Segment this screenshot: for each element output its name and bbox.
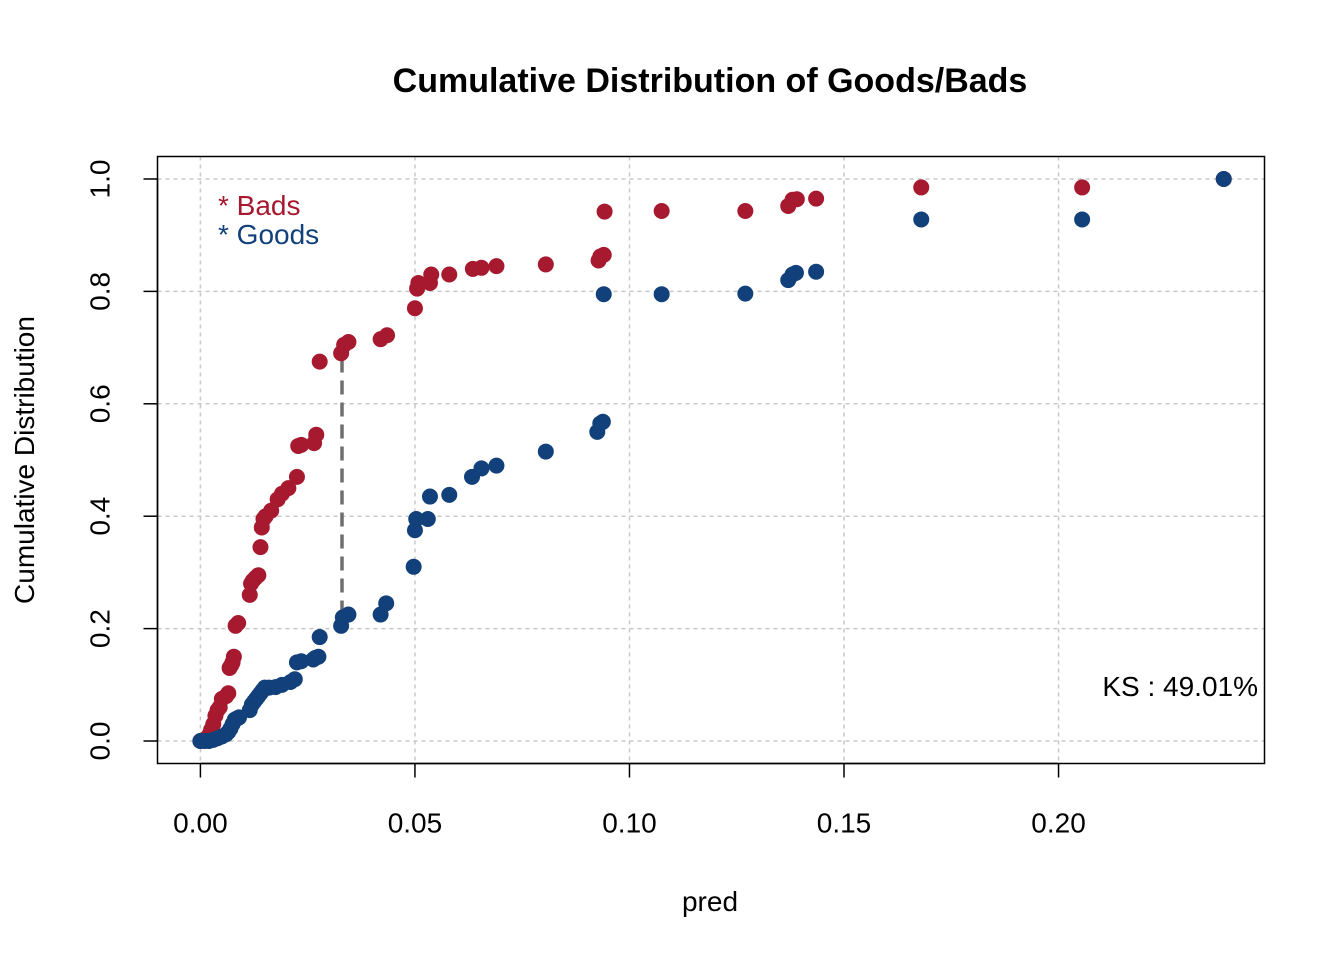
point-bads <box>913 179 930 196</box>
x-tick-label: 0.20 <box>1031 808 1086 839</box>
y-tick-label: 1.0 <box>85 160 116 199</box>
point-goods <box>340 606 357 623</box>
chart-title: Cumulative Distribution of Goods/Bads <box>393 62 1028 100</box>
point-bads <box>220 685 237 702</box>
point-bads <box>537 256 554 273</box>
x-tick-label: 0.05 <box>388 808 443 839</box>
point-bads <box>1074 179 1091 196</box>
plot-frame <box>156 155 1266 765</box>
point-bads <box>595 246 612 263</box>
point-bads <box>308 426 325 443</box>
legend-entry-bads: * Bads <box>218 190 301 221</box>
point-bads <box>230 614 247 631</box>
point-bads <box>280 480 297 497</box>
gridlines <box>157 156 1265 764</box>
point-bads <box>410 274 427 291</box>
legend: * Bads * Goods <box>218 190 319 250</box>
point-bads <box>808 190 825 207</box>
point-goods <box>537 443 554 460</box>
legend-entry-goods: * Goods <box>218 219 319 250</box>
y-axis-title: Cumulative Distribution <box>9 316 40 604</box>
point-goods <box>310 648 327 665</box>
y-tick-label: 0.8 <box>85 272 116 311</box>
point-bads <box>653 203 670 220</box>
ks-annotation: KS : 49.01% <box>1102 671 1258 702</box>
point-goods <box>286 671 303 688</box>
y-tick-label: 0.6 <box>85 384 116 423</box>
point-bads <box>340 333 357 350</box>
point-goods <box>737 285 754 302</box>
point-bads <box>423 266 440 283</box>
point-bads <box>311 353 328 370</box>
point-goods <box>1215 170 1232 187</box>
point-bads <box>596 203 613 220</box>
y-tick-label: 0.0 <box>85 722 116 761</box>
point-goods <box>488 457 505 474</box>
y-tick-label: 0.2 <box>85 609 116 648</box>
point-goods <box>378 595 395 612</box>
x-tick-label: 0.15 <box>817 808 872 839</box>
point-bads <box>250 567 267 584</box>
point-goods <box>405 558 422 575</box>
point-goods <box>293 653 310 670</box>
x-tick-label: 0.00 <box>173 808 228 839</box>
point-bads <box>473 259 490 276</box>
point-bads <box>225 648 242 665</box>
point-bads <box>379 327 396 344</box>
point-goods <box>808 263 825 280</box>
point-goods <box>595 286 612 303</box>
scatter-points <box>192 170 1232 750</box>
x-tick-label: 0.10 <box>602 808 657 839</box>
series-bads <box>192 170 1232 750</box>
y-axis: 0.0 0.2 0.4 0.6 0.8 1.0 <box>85 160 159 761</box>
point-goods <box>473 460 490 477</box>
point-bads <box>288 468 305 485</box>
point-goods <box>419 511 436 528</box>
point-bads <box>406 300 423 317</box>
point-goods <box>594 413 611 430</box>
point-goods <box>913 211 930 228</box>
point-goods <box>441 486 458 503</box>
x-axis: 0.00 0.05 0.10 0.15 0.20 <box>173 762 1086 839</box>
point-goods <box>408 511 425 528</box>
point-goods <box>421 488 438 505</box>
point-goods <box>653 286 670 303</box>
series-goods <box>192 170 1232 750</box>
point-bads <box>293 436 310 453</box>
y-tick-label: 0.4 <box>85 497 116 536</box>
point-goods <box>1074 211 1091 228</box>
point-bads <box>441 266 458 283</box>
point-bads <box>737 203 754 220</box>
point-bads <box>252 539 269 556</box>
point-goods <box>787 264 804 281</box>
point-goods <box>311 629 328 646</box>
point-bads <box>488 258 505 275</box>
point-bads <box>788 191 805 208</box>
x-axis-title: pred <box>682 886 738 917</box>
